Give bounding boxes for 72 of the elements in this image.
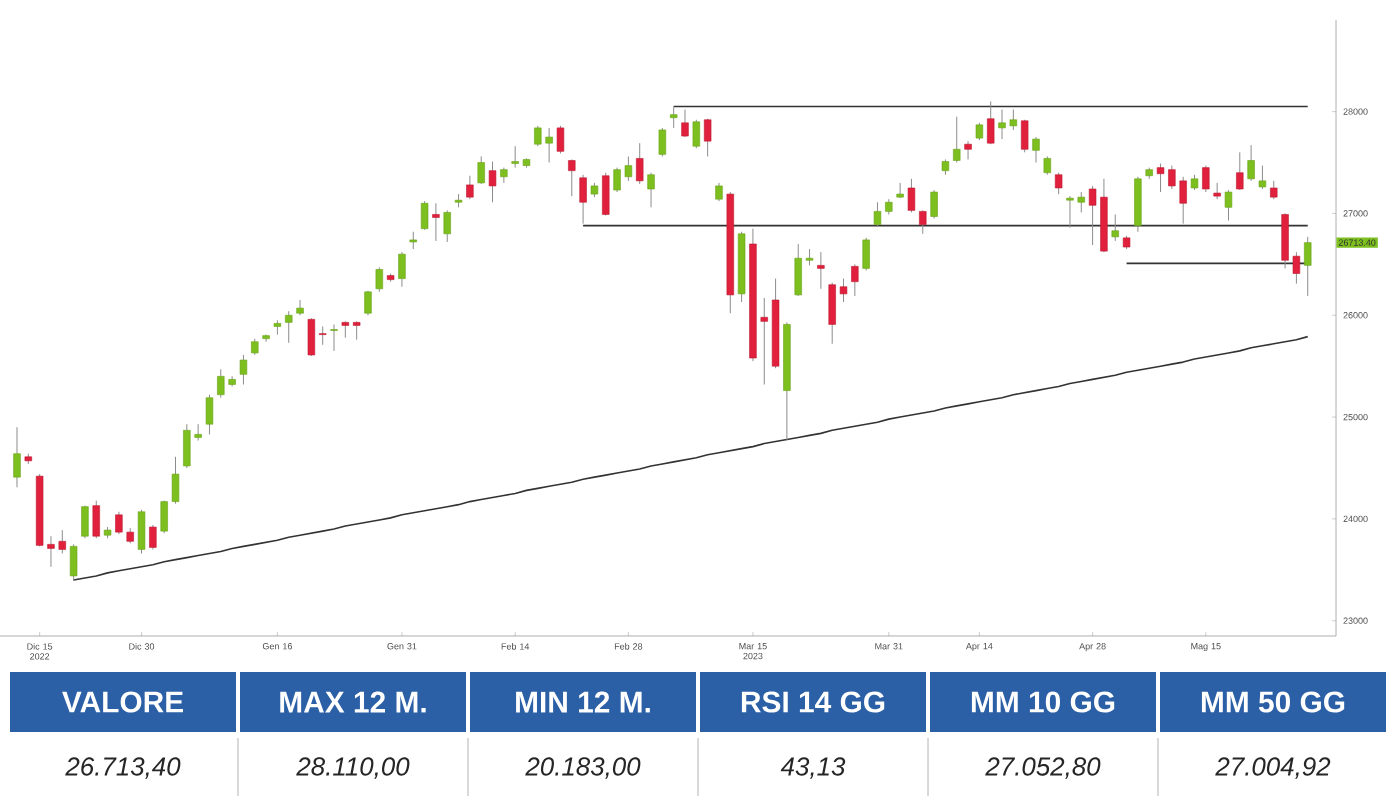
candlestick — [568, 158, 576, 197]
candlestick — [987, 100, 995, 145]
text: 28.110,00 — [296, 757, 410, 779]
candlestick — [1134, 176, 1142, 233]
candlestick — [285, 310, 293, 344]
candlestick — [930, 189, 938, 220]
text: VALORE — [62, 691, 183, 713]
text: 20.183,00 — [525, 757, 641, 779]
candlestick — [1020, 119, 1029, 153]
candlestick — [896, 182, 904, 199]
text: MM 50 GG — [1201, 691, 1345, 713]
candlestick — [1202, 165, 1210, 193]
candlestick — [851, 263, 859, 297]
candlestick — [13, 426, 21, 488]
candlestick — [330, 323, 338, 352]
candlestick — [703, 118, 712, 157]
candlestick — [953, 116, 961, 164]
candlestick — [375, 266, 383, 293]
candlestick — [1213, 182, 1221, 200]
candlestick — [443, 209, 451, 243]
candlestick — [862, 237, 870, 271]
candlestick — [488, 161, 497, 203]
candlestick — [556, 125, 565, 154]
candlestick — [398, 251, 406, 288]
candlestick — [307, 317, 316, 357]
candlestick — [658, 127, 667, 157]
candlestick — [92, 500, 100, 539]
candlestick — [1247, 144, 1255, 182]
candlestick — [636, 142, 644, 185]
candlestick — [1111, 213, 1119, 242]
candlestick — [794, 243, 802, 297]
candlestick — [69, 543, 78, 582]
candlestick — [1054, 172, 1063, 195]
candlestick — [296, 299, 304, 316]
candlestick — [420, 200, 429, 231]
candlestick — [1304, 236, 1312, 297]
candlestick — [715, 182, 723, 202]
text: 27.052,80 — [985, 757, 1101, 779]
candlestick — [466, 175, 474, 200]
candlestick — [1032, 136, 1040, 164]
candlestick — [1043, 155, 1052, 176]
candlestick — [692, 119, 701, 149]
candlestick — [352, 320, 361, 341]
text: MIN 12 M. — [516, 691, 650, 713]
candlestick — [681, 109, 689, 138]
text: 43,13 — [780, 757, 846, 779]
candlestick — [319, 325, 327, 346]
candlestick — [137, 509, 146, 555]
candlestick — [1258, 165, 1267, 190]
candlestick — [602, 172, 610, 216]
text: 27.004,92 — [1215, 757, 1331, 779]
candlestick — [81, 505, 89, 539]
candlestick — [669, 106, 678, 129]
candlestick — [364, 290, 372, 316]
candlestick — [907, 178, 916, 213]
candlestick — [817, 251, 825, 290]
candlestick — [1224, 189, 1233, 222]
text: 26.713,40 — [65, 757, 181, 779]
candlestick — [239, 354, 248, 385]
candlestick — [432, 202, 440, 242]
candlestick — [647, 172, 655, 208]
candlestick — [205, 394, 214, 435]
candlestick — [919, 209, 927, 235]
candlestick — [149, 524, 157, 550]
text: RSI 14 GG — [741, 691, 885, 713]
candlestick — [477, 155, 485, 185]
candlestick — [1236, 151, 1244, 191]
candlestick — [964, 140, 972, 160]
candlestick — [579, 174, 587, 225]
text: MAX 12 M. — [280, 691, 426, 713]
candlestick — [1270, 180, 1278, 200]
text: MM 10 GG — [971, 691, 1115, 713]
